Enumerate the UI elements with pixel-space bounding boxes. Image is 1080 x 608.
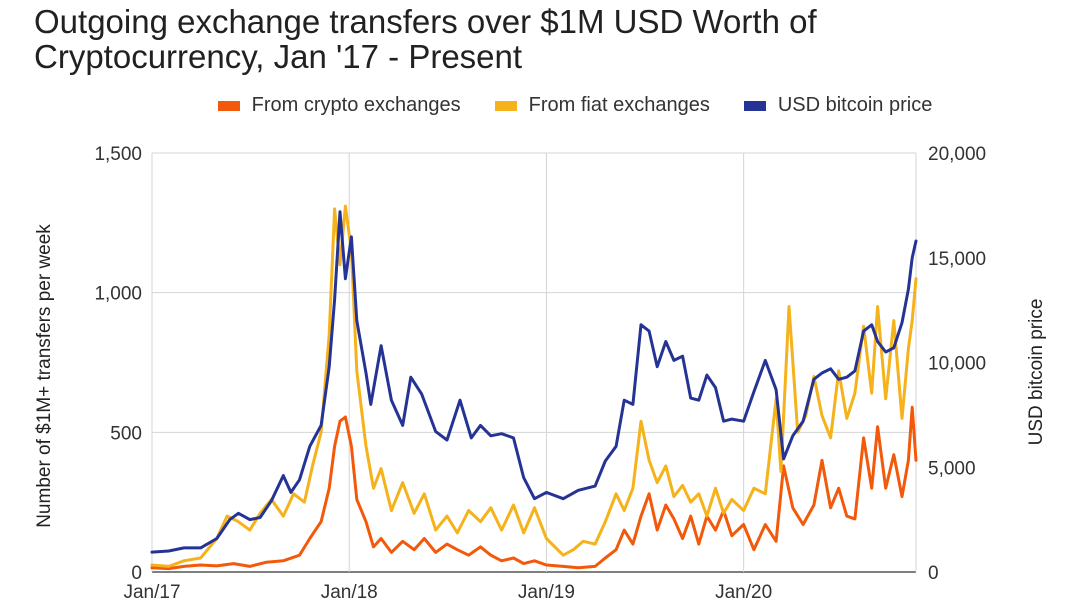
legend: From crypto exchanges From fiat exchange… [0, 94, 1080, 117]
y-tick-label: 1,500 [94, 144, 142, 165]
series-lines [150, 204, 918, 571]
y-tick-label: 1,000 [94, 284, 142, 305]
legend-swatch-fiat [494, 100, 517, 111]
legend-item-crypto: From crypto exchanges [217, 94, 461, 117]
y2-tick-label: 20,000 [928, 144, 986, 165]
y2-axis-title: USD bitcoin price [1026, 299, 1047, 446]
y2-tick-label: 10,000 [928, 354, 986, 375]
tick-labels: 0 500 1,000 1,500 0 5,000 10,000 15,000 20,000 Ja… [94, 144, 986, 603]
legend-label-fiat: From fiat exchanges [528, 94, 710, 116]
grid-lines [151, 152, 917, 573]
x-tick-label: Jan/17 [123, 582, 180, 603]
chart-title: Outgoing exchange transfers over $1M USD… [34, 3, 817, 75]
y2-tick-label: 15,000 [928, 249, 986, 270]
y-axis-title: Number of $1M+ transfers per week [34, 224, 55, 528]
legend-item-btc-price: USD bitcoin price [743, 94, 933, 117]
x-tick-label: Jan/18 [321, 582, 378, 603]
legend-label-btc-price: USD bitcoin price [777, 94, 933, 116]
legend-swatch-crypto [217, 100, 240, 111]
y2-tick-label: 5,000 [928, 458, 976, 479]
y2-tick-label: 0 [928, 563, 939, 584]
legend-swatch-btc-price [743, 100, 766, 111]
x-tick-label: Jan/20 [715, 582, 772, 603]
legend-item-fiat: From fiat exchanges [494, 94, 710, 117]
y-tick-label: 500 [110, 423, 142, 444]
series-line-from-crypto-exchanges [150, 405, 918, 571]
x-tick-label: Jan/19 [518, 582, 575, 603]
y-tick-label: 0 [131, 563, 142, 584]
series-line-from-fiat-exchanges [150, 204, 918, 568]
legend-label-crypto: From crypto exchanges [251, 94, 461, 116]
series-line-usd-bitcoin-price [150, 210, 918, 554]
